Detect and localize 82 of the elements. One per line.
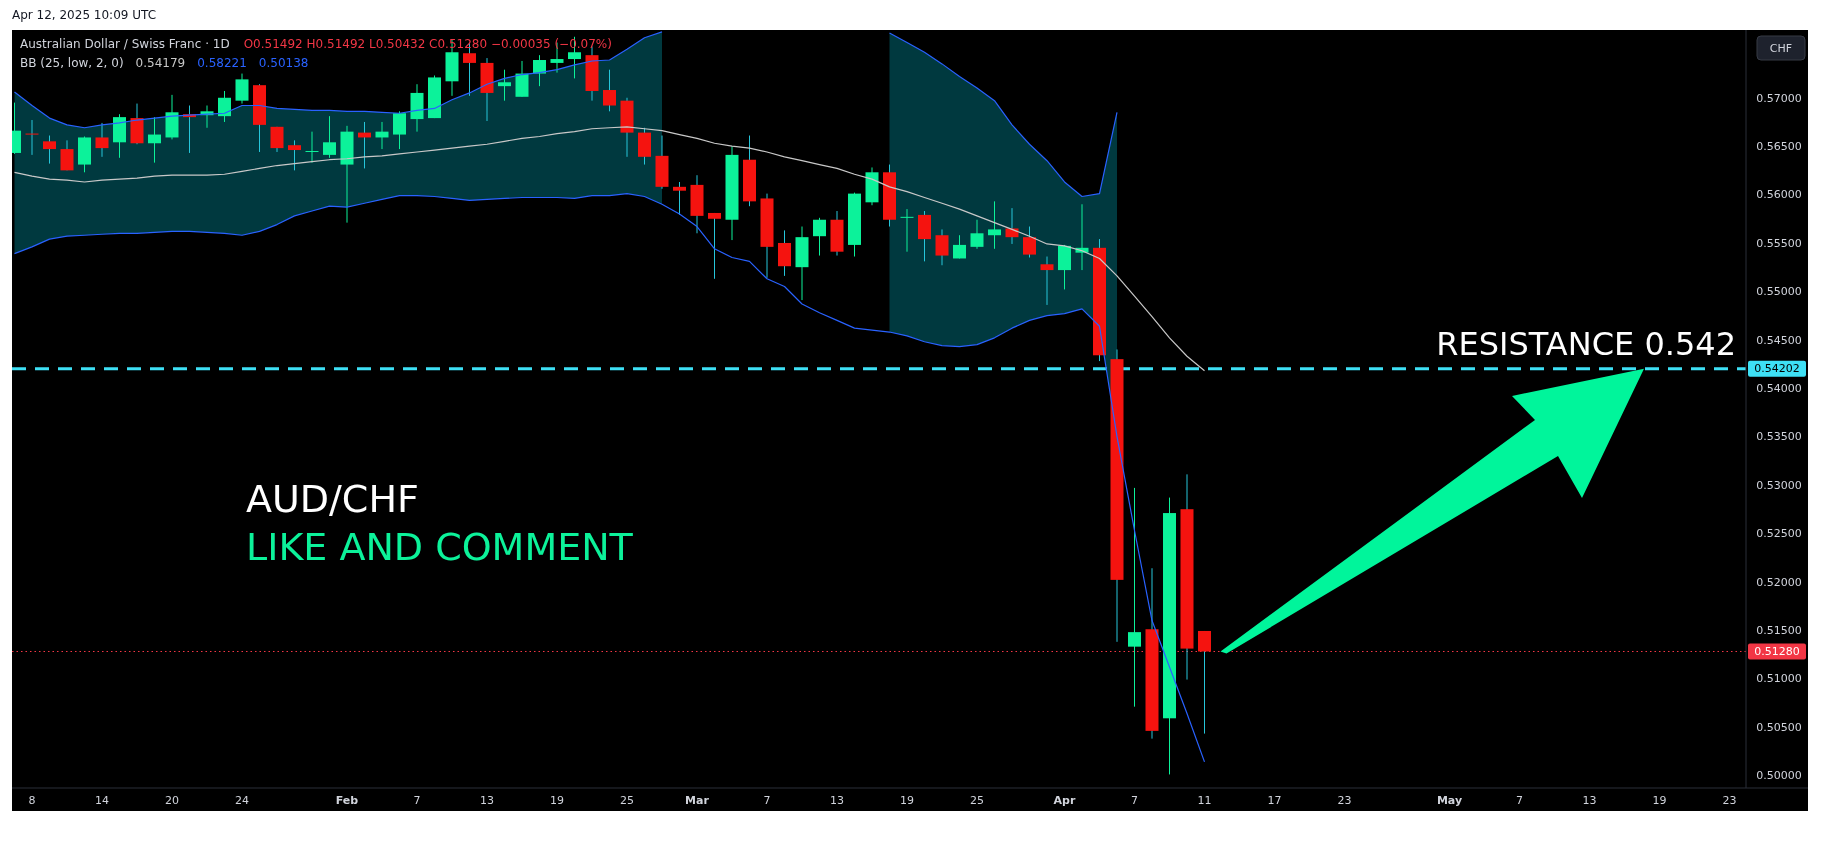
annotation: RESISTANCE 0.542 bbox=[1436, 324, 1736, 363]
candlestick bbox=[323, 115, 336, 159]
candlestick bbox=[1023, 226, 1036, 258]
y-tick-label: 0.54500 bbox=[1756, 333, 1802, 347]
y-tick-label: 0.51000 bbox=[1756, 672, 1802, 686]
candlestick bbox=[1198, 630, 1211, 735]
y-tick-label: 0.55500 bbox=[1756, 236, 1802, 250]
candlestick bbox=[533, 54, 546, 87]
x-tick-label: 19 bbox=[550, 793, 564, 807]
x-tick-label: 24 bbox=[235, 793, 249, 807]
x-tick-label: 23 bbox=[1722, 793, 1737, 807]
candlestick bbox=[218, 90, 231, 123]
candlestick bbox=[288, 139, 301, 171]
x-tick-label: Mar bbox=[685, 793, 710, 807]
candlestick bbox=[673, 181, 686, 216]
y-tick-label: 0.52000 bbox=[1756, 575, 1802, 589]
x-tick-label: 20 bbox=[165, 793, 179, 807]
candlestick bbox=[900, 208, 914, 253]
candlestick bbox=[25, 119, 39, 156]
x-tick-label: 25 bbox=[620, 793, 634, 807]
x-tick-label: 7 bbox=[1516, 793, 1523, 807]
candlestick bbox=[43, 135, 56, 165]
candlestick bbox=[305, 131, 319, 164]
candlestick bbox=[1005, 207, 1019, 245]
x-tick-label: 7 bbox=[763, 793, 771, 807]
candlestick bbox=[813, 217, 826, 257]
y-tick-label: 0.53000 bbox=[1756, 478, 1802, 492]
x-tick-label: May bbox=[1436, 793, 1463, 807]
x-tick-label: 19 bbox=[1652, 793, 1667, 807]
y-tick-label: 0.54000 bbox=[1756, 382, 1802, 396]
line-series bbox=[13, 193, 1206, 763]
candlestick bbox=[988, 200, 1001, 250]
line-series bbox=[13, 126, 1206, 372]
annotation: AUD/CHF bbox=[246, 477, 419, 521]
y-tick-label: 0.52500 bbox=[1756, 527, 1802, 541]
candlestick bbox=[935, 228, 949, 266]
annotation: 0.58221 bbox=[197, 56, 247, 70]
y-tick-label: 0.56500 bbox=[1756, 140, 1802, 154]
x-tick-label: 11 bbox=[1197, 793, 1212, 807]
candlestick bbox=[708, 212, 721, 280]
candlestick bbox=[270, 126, 284, 153]
y-tick-label: 0.56000 bbox=[1756, 188, 1802, 202]
x-tick-label: 13 bbox=[1582, 793, 1597, 807]
candlestick bbox=[60, 139, 74, 171]
candlestick bbox=[393, 110, 406, 150]
candlestick bbox=[498, 69, 511, 102]
x-tick-label: Apr bbox=[1053, 793, 1076, 807]
candlestick bbox=[148, 116, 161, 164]
candlestick bbox=[235, 73, 249, 105]
x-tick-label: 14 bbox=[95, 793, 109, 807]
ref-line-label: 0.54202 bbox=[1754, 362, 1800, 376]
annotation: 0.54179 bbox=[135, 56, 186, 70]
candlestick bbox=[1128, 487, 1141, 708]
y-tick-label: 0.55000 bbox=[1756, 285, 1802, 299]
x-tick-label: 8 bbox=[28, 793, 36, 807]
text: Australian Dollar / Swiss Franc · 1D bbox=[20, 37, 230, 51]
candlestick bbox=[778, 229, 791, 277]
y-tick-label: 0.57000 bbox=[1756, 91, 1802, 105]
x-tick-label: 13 bbox=[830, 793, 844, 807]
x-tick-label: 13 bbox=[480, 793, 494, 807]
x-tick-label: 17 bbox=[1267, 793, 1282, 807]
x-tick-label: 7 bbox=[1131, 793, 1138, 807]
candlestick bbox=[95, 122, 109, 158]
y-axis-title: CHF bbox=[1769, 41, 1793, 55]
x-tick-label: 19 bbox=[900, 793, 914, 807]
x-tick-label: 23 bbox=[1337, 793, 1352, 807]
annotation: BB (25, low, 2, 0) bbox=[20, 56, 124, 70]
annotation: 0.50138 bbox=[258, 56, 309, 70]
candlestick bbox=[970, 219, 984, 250]
x-tick-label: 25 bbox=[970, 793, 984, 807]
x-tick-label: 7 bbox=[413, 793, 421, 807]
y-tick-label: 0.50500 bbox=[1756, 720, 1802, 734]
y-tick-label: 0.51500 bbox=[1756, 624, 1802, 638]
x-tick-label: Feb bbox=[335, 793, 359, 807]
candlestick bbox=[515, 60, 529, 98]
candlestick bbox=[603, 69, 616, 112]
candlestick bbox=[1040, 256, 1054, 306]
y-tick-label: 0.53500 bbox=[1756, 430, 1802, 444]
y-tick-label: 0.50000 bbox=[1756, 769, 1802, 783]
ref-line-label: 0.51280 bbox=[1754, 645, 1800, 659]
text: Apr 12, 2025 10:09 UTC bbox=[12, 8, 157, 22]
annotation: LIKE AND COMMENT bbox=[246, 525, 634, 569]
